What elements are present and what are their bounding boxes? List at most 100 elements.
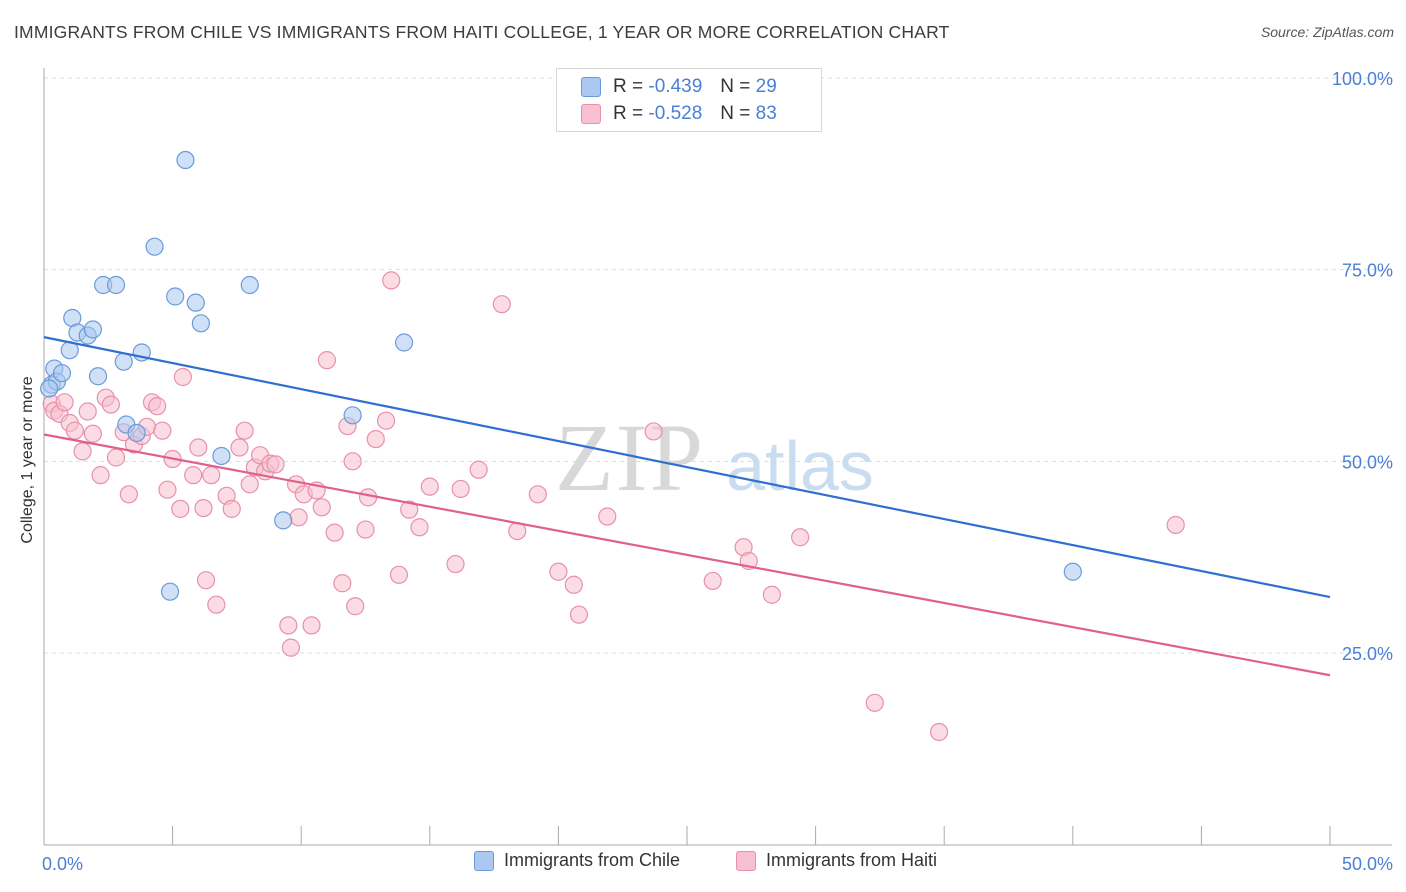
watermark-zip: ZIP <box>555 404 705 511</box>
chile-point <box>106 275 126 295</box>
haiti-n-value: 83 <box>755 103 777 124</box>
haiti-point <box>91 466 110 485</box>
watermark-atlas: atlas <box>726 427 874 505</box>
chile-point <box>160 582 180 601</box>
y-tick-label: 100.0% <box>1332 69 1393 89</box>
haiti-point <box>791 528 810 547</box>
chile-point <box>127 423 146 443</box>
x-tick-label: 0.0% <box>42 854 83 874</box>
chile-point <box>145 237 164 256</box>
axis-layer <box>43 68 1392 846</box>
chart-title: IMMIGRANTS FROM CHILE VS IMMIGRANTS FROM… <box>14 22 950 42</box>
haiti-r-label: R = <box>613 103 644 124</box>
haiti-point <box>317 351 337 370</box>
y-axis-label: College, 1 year or more <box>19 376 36 544</box>
haiti-point <box>400 500 419 519</box>
haiti-point <box>598 507 617 526</box>
haiti-r-value: -0.528 <box>648 103 703 124</box>
chile-legend-label: Immigrants from Chile <box>504 850 681 870</box>
haiti-point <box>1166 515 1185 535</box>
haiti-point <box>73 442 92 461</box>
haiti-point <box>564 575 583 594</box>
source-label: Source: ZipAtlas.com <box>1260 24 1394 40</box>
tick-labels: 25.0% 50.0% 75.0% 100.0% 0.0% 50.0% <box>42 69 1393 874</box>
chile-point <box>274 511 293 530</box>
haiti-legend-swatch <box>736 850 756 871</box>
haiti-point <box>65 421 84 440</box>
grid-layer <box>44 77 1392 654</box>
haiti-point <box>346 597 365 616</box>
haiti-point <box>528 485 547 504</box>
trend-layer <box>43 336 1331 677</box>
legend-row-haiti: R = -0.528 N = 83 <box>581 102 777 126</box>
chile-trend-line <box>43 336 1331 599</box>
haiti-point <box>196 571 216 590</box>
chile-r-label: R = <box>613 76 644 97</box>
haiti-point <box>289 508 308 527</box>
chile-point <box>176 150 195 170</box>
haiti-point <box>222 499 241 518</box>
haiti-point <box>266 455 285 474</box>
series-legend: Immigrants from Chile Immigrants from Ha… <box>0 850 1406 878</box>
points-layer <box>40 150 1185 742</box>
chile-point <box>1063 562 1082 581</box>
haiti-point <box>302 616 321 635</box>
legend-row-chile: R = -0.439 N = 29 <box>581 75 777 99</box>
chile-point <box>88 367 108 386</box>
chile-r-value: -0.439 <box>648 76 703 97</box>
chile-point <box>212 446 231 466</box>
haiti-n-label: N = <box>720 103 751 124</box>
chile-n-value: 29 <box>755 76 777 97</box>
haiti-point <box>929 722 949 742</box>
haiti-point <box>202 466 221 485</box>
haiti-point <box>194 499 213 518</box>
haiti-point <box>420 477 439 496</box>
haiti-point <box>356 520 375 539</box>
y-tick-label: 75.0% <box>1342 261 1393 281</box>
haiti-point <box>158 480 177 499</box>
haiti-point <box>644 422 663 441</box>
haiti-point <box>119 485 138 504</box>
haiti-point <box>762 585 781 604</box>
haiti-point <box>376 411 396 430</box>
chile-point <box>166 287 185 306</box>
haiti-point <box>279 616 298 635</box>
haiti-point <box>389 565 409 584</box>
y-tick-label: 25.0% <box>1342 644 1393 664</box>
haiti-point <box>325 523 344 542</box>
chile-point <box>394 333 414 352</box>
chile-legend-swatch <box>474 850 494 871</box>
chile-point <box>343 406 362 425</box>
haiti-point <box>171 499 190 518</box>
legend-item-haiti[interactable]: Immigrants from Haiti <box>736 850 937 871</box>
haiti-point <box>312 498 331 517</box>
chile-point <box>114 352 133 371</box>
haiti-point <box>333 574 352 593</box>
chile-point <box>191 314 210 333</box>
chile-point <box>240 275 259 295</box>
haiti-point <box>184 466 203 485</box>
haiti-point <box>569 605 589 624</box>
haiti-trend-line <box>43 433 1331 677</box>
chile-point <box>52 364 72 383</box>
chile-swatch <box>581 77 601 97</box>
chile-point <box>186 293 205 312</box>
haiti-point <box>240 475 259 494</box>
haiti-point <box>366 430 385 449</box>
haiti-point <box>101 395 120 414</box>
haiti-legend-label: Immigrants from Haiti <box>766 850 938 870</box>
haiti-point <box>148 397 167 416</box>
haiti-point <box>173 367 192 387</box>
haiti-point <box>207 595 226 614</box>
haiti-point <box>382 271 401 290</box>
haiti-point <box>189 438 208 457</box>
haiti-point <box>55 393 74 412</box>
legend-item-chile[interactable]: Immigrants from Chile <box>474 850 680 871</box>
chile-point <box>83 320 102 339</box>
haiti-point <box>230 438 249 457</box>
haiti-point <box>281 638 301 657</box>
haiti-point <box>451 479 470 499</box>
haiti-point <box>865 693 884 712</box>
chile-point <box>40 379 59 398</box>
